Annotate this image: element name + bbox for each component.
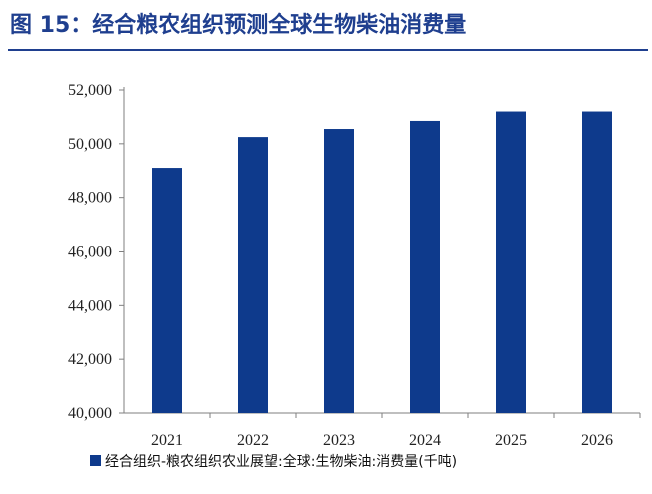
bar-2026 [582,111,612,414]
y-tick-label: 52,000 [68,82,112,99]
x-tick-label: 2024 [409,432,441,449]
legend-swatch [90,455,101,466]
y-tick-label: 46,000 [68,244,112,261]
y-tick-label: 50,000 [68,136,112,153]
x-tick-label: 2021 [151,432,183,449]
x-tick-label: 2026 [581,432,613,449]
bar-2024 [410,120,440,414]
y-tick-label: 40,000 [68,405,112,422]
y-tick-label: 44,000 [68,297,112,314]
y-tick-label: 48,000 [68,190,112,207]
bar-2025 [496,111,526,414]
chart-ticks: 40,000 42,000 44,000 46,000 48,000 50,000 52,0… [68,82,641,449]
bar-2022 [238,137,268,413]
figure-title: 图 15：经合粮农组织预测全球生物柴油消费量 [10,13,467,38]
bar-2021 [152,168,182,413]
title-divider [8,49,648,51]
chart-legend: 经合组织-粮农组织农业展望:全球:生物柴油:消费量(千吨) [90,453,457,470]
bar-2023 [324,129,354,413]
y-tick-label: 42,000 [68,351,112,368]
chart-bars [152,111,612,414]
x-tick-label: 2025 [495,432,527,449]
legend-label: 经合组织-粮农组织农业展望:全球:生物柴油:消费量(千吨) [105,453,457,470]
x-tick-label: 2022 [237,432,269,449]
chart-axes [123,87,640,414]
x-tick-label: 2023 [323,432,355,449]
